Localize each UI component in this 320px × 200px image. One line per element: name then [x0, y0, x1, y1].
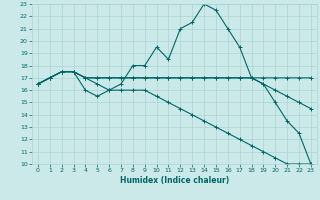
- X-axis label: Humidex (Indice chaleur): Humidex (Indice chaleur): [120, 176, 229, 185]
